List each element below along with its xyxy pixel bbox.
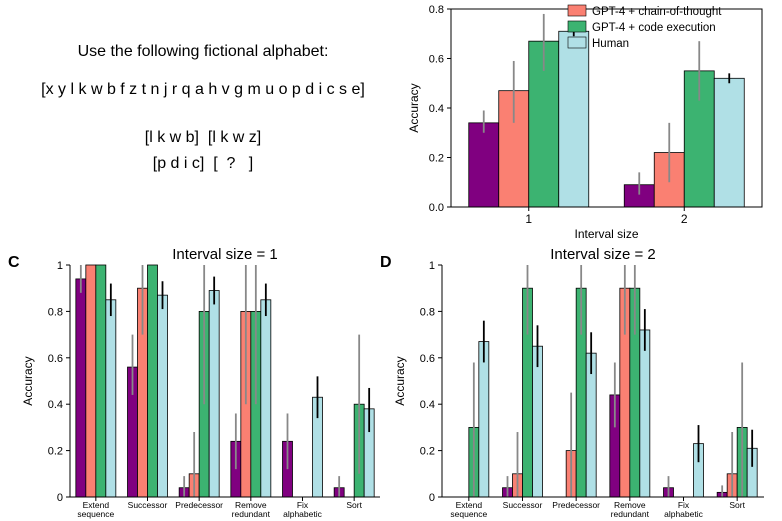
- bar-human-3: [260, 299, 272, 498]
- bar-human-2: [208, 290, 220, 498]
- y-tick-label: 0.2: [429, 153, 444, 165]
- bar-human-1: [713, 77, 745, 208]
- legend-label: Human: [592, 38, 629, 50]
- y-tick-label: 0: [57, 492, 63, 504]
- bar-code-1: [147, 264, 158, 498]
- y-tick-label: 0.4: [48, 399, 63, 411]
- bar-human-0: [558, 30, 590, 208]
- bar-cot-0: [85, 264, 97, 498]
- bar-human-1: [532, 345, 543, 498]
- x-tick-label: alphabetic: [283, 509, 323, 519]
- x-tick-label: Remove: [235, 500, 267, 510]
- chart-title: Interval size = 2: [550, 246, 655, 263]
- chart-title: Interval size = 1: [172, 246, 277, 263]
- puzzle-instruction: Use the following fictional alphabet:: [78, 43, 329, 60]
- bar-gpt4-0: [468, 122, 500, 208]
- x-tick-label: sequence: [450, 509, 487, 519]
- x-tick-label: Sort: [729, 500, 745, 510]
- legend-swatch-cot: [567, 4, 587, 17]
- y-tick-label: 0.6: [429, 54, 444, 66]
- x-tick-label: alphabetic: [664, 509, 704, 519]
- x-tick-label: Fix: [678, 500, 690, 510]
- x-tick-label: Extend: [83, 500, 110, 510]
- x-tick-label: redundant: [232, 509, 271, 519]
- x-tick-label: Sort: [346, 500, 362, 510]
- y-tick-label: 0.2: [420, 446, 435, 458]
- y-tick-label: 0.6: [420, 353, 435, 365]
- x-tick-label: Predecessor: [552, 500, 600, 510]
- x-tick-label: Successor: [503, 500, 543, 510]
- x-tick-label: Successor: [128, 500, 168, 510]
- y-axis-label: Accuracy: [393, 356, 407, 405]
- legend-label: GPT-4 + chain-of-thought: [592, 6, 722, 18]
- panel-label: D: [380, 254, 392, 271]
- x-tick-label: Fix: [297, 500, 309, 510]
- x-tick-label: redundant: [611, 509, 650, 519]
- puzzle-example-2: [p d i c] [ ? ]: [153, 155, 253, 172]
- bar-gpt4-0: [75, 278, 87, 498]
- bar-human-0: [478, 341, 490, 498]
- puzzle-panel: Use the following fictional alphabet: [x…: [41, 43, 365, 172]
- panel-label: C: [8, 254, 20, 271]
- y-tick-label: 0.6: [48, 353, 63, 365]
- x-tick-label: Predecessor: [175, 500, 223, 510]
- y-axis-label: Accuracy: [407, 83, 421, 132]
- bar-human-0: [105, 299, 117, 498]
- x-axis-label: Interval size: [574, 227, 638, 241]
- legend-swatch-human: [567, 36, 587, 49]
- y-tick-label: 0.2: [48, 446, 63, 458]
- y-tick-label: 1: [429, 260, 435, 272]
- chart-panel-d: Interval size = 2 D 0 0.2 0.4 0.6 0.8 1 Extendse…: [380, 246, 764, 519]
- y-tick-label: 0.8: [48, 306, 63, 318]
- puzzle-example-1: [l k w b] [l k w z]: [145, 129, 261, 146]
- y-axis-label: Accuracy: [21, 356, 35, 405]
- chart-panel-c: Interval size = 1 C 0 0.2 0.4 0.6 0.8 1 Extendse…: [8, 246, 380, 519]
- y-tick-label: 0.8: [420, 306, 435, 318]
- bar-human-3: [639, 329, 651, 498]
- bar-human-1: [157, 294, 168, 498]
- x-tick-label: 2: [681, 212, 688, 226]
- x-tick-label: 1: [525, 212, 532, 226]
- legend-label: GPT-4 + code execution: [592, 22, 716, 34]
- y-tick-label: 1: [57, 260, 63, 272]
- x-tick-label: Extend: [456, 500, 483, 510]
- y-tick-label: 0.4: [420, 399, 435, 411]
- legend-swatch-code: [567, 20, 587, 33]
- y-tick-label: 0.0: [429, 202, 444, 214]
- chart-interval-overall: 0.0 0.2 0.4 0.6 0.8 1 2 Interval size Accuracy GP…: [407, 4, 763, 241]
- puzzle-alphabet: [x y l k w b f z t n j r q a h v g m u o…: [41, 81, 365, 98]
- x-tick-label: sequence: [77, 509, 114, 519]
- x-tick-label: Remove: [614, 500, 646, 510]
- y-tick-label: 0: [429, 492, 435, 504]
- bar-human-2: [585, 352, 597, 498]
- bar-code-0: [95, 264, 107, 498]
- y-tick-label: 0.4: [429, 103, 444, 115]
- y-tick-label: 0.8: [429, 4, 444, 16]
